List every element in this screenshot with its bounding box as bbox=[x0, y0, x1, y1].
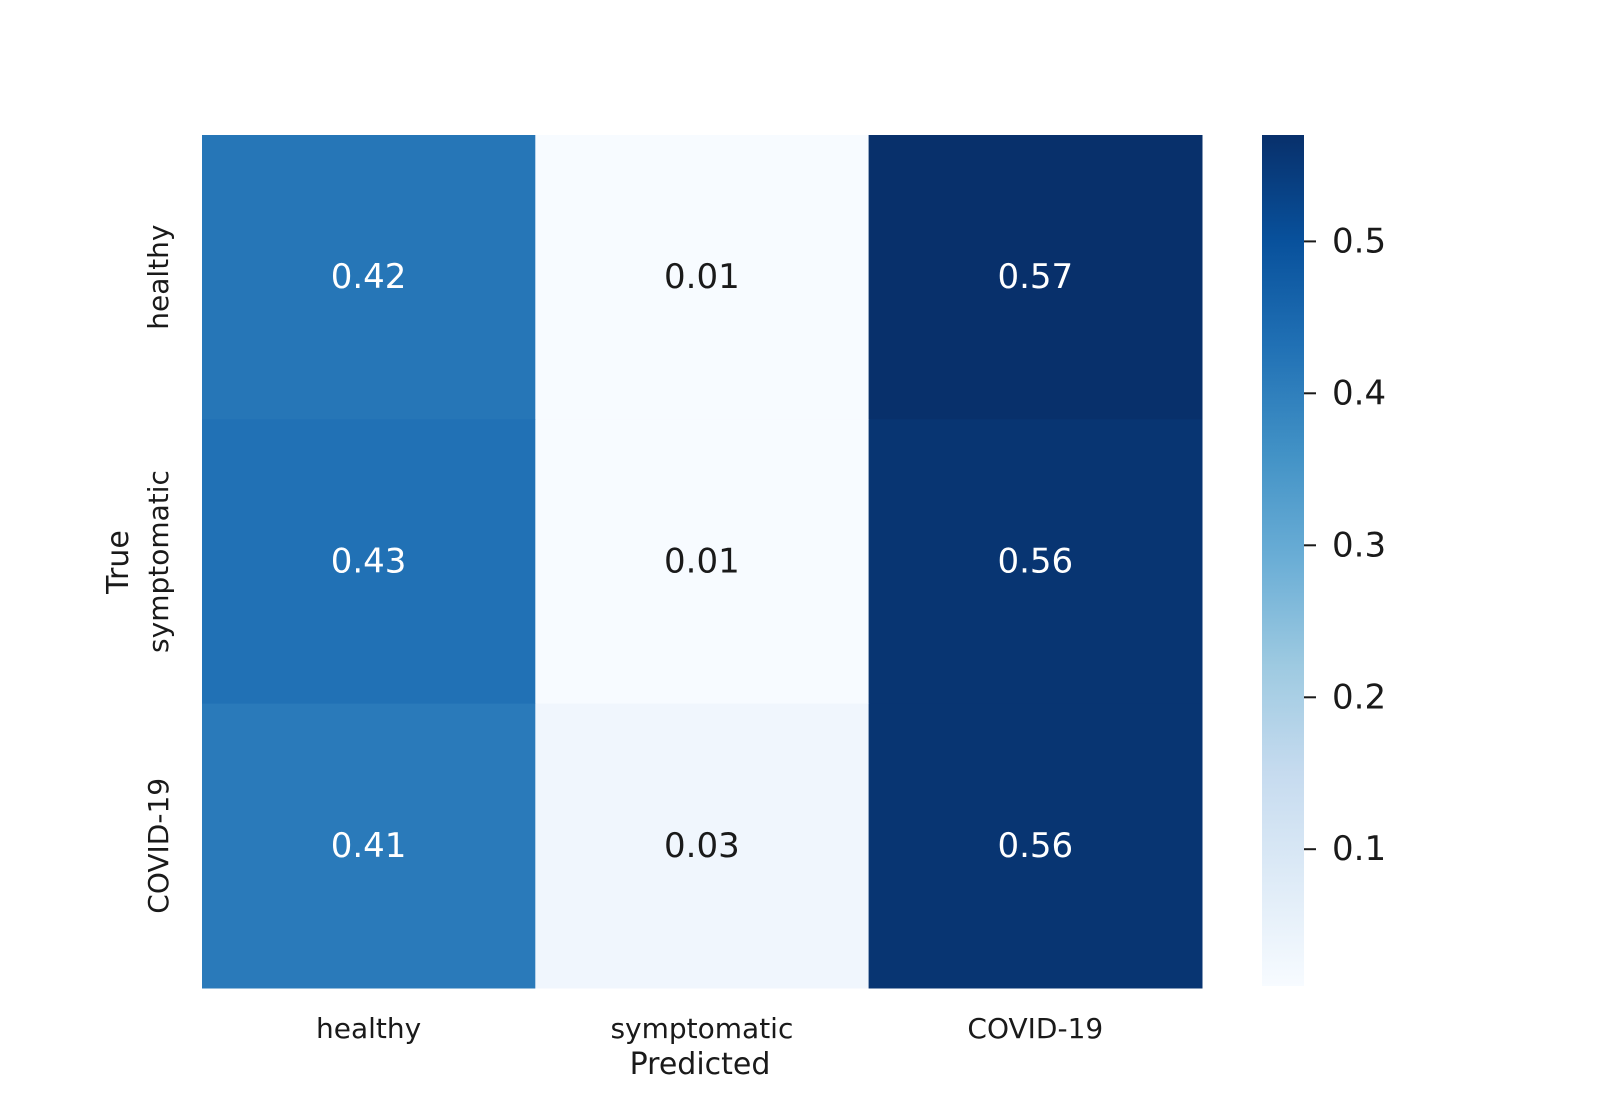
cell-value-label: 0.41 bbox=[331, 826, 407, 866]
cell-value-label: 0.03 bbox=[664, 826, 740, 866]
x-tick-label: symptomatic bbox=[610, 1012, 793, 1045]
x-tick-label: COVID-19 bbox=[967, 1012, 1103, 1045]
y-tick-label: COVID-19 bbox=[142, 778, 175, 914]
x-axis-title: Predicted bbox=[630, 1047, 771, 1082]
heatmap-cell bbox=[535, 135, 870, 420]
y-tick-label: symptomatic bbox=[142, 470, 175, 653]
cell-value-label: 0.42 bbox=[331, 257, 407, 297]
cell-value-label: 0.57 bbox=[997, 257, 1073, 297]
heatmap-cell bbox=[535, 703, 870, 989]
heatmap-cells: 0.42 0.01 0.57 0.43 0.01 0.56 0.41 0.03 0.56 bbox=[202, 135, 1203, 989]
heatmap-cell bbox=[202, 703, 536, 989]
colorbar-tick-label: 0.3 bbox=[1332, 525, 1386, 565]
colorbar-tick-label: 0.5 bbox=[1332, 221, 1386, 261]
y-tick-label: healthy bbox=[142, 224, 175, 329]
colorbar-tick-label: 0.2 bbox=[1332, 677, 1386, 717]
cell-value-label: 0.56 bbox=[997, 542, 1073, 582]
cell-value-label: 0.01 bbox=[664, 542, 740, 582]
colorbar bbox=[1262, 135, 1304, 986]
colorbar-tick-label: 0.4 bbox=[1332, 373, 1386, 413]
colorbar-tick-label: 0.1 bbox=[1332, 829, 1386, 869]
x-tick-label: healthy bbox=[316, 1012, 421, 1045]
heatmap-cell bbox=[868, 703, 1203, 989]
colorbar-ticks: 0.1 0.2 0.3 0.4 0.5 bbox=[1304, 221, 1386, 869]
cell-value-label: 0.56 bbox=[997, 826, 1073, 866]
heatmap-cell bbox=[535, 419, 870, 705]
cell-value-label: 0.43 bbox=[331, 542, 407, 582]
heatmap-cell bbox=[202, 419, 536, 705]
y-tick-labels: healthy symptomatic COVID-19 bbox=[142, 224, 175, 913]
heatmap-cell bbox=[868, 419, 1203, 705]
y-axis-title: True bbox=[101, 530, 136, 595]
heatmap-cell bbox=[868, 135, 1203, 420]
cell-value-label: 0.01 bbox=[664, 257, 740, 297]
x-tick-labels: healthy symptomatic COVID-19 bbox=[316, 1012, 1103, 1045]
heatmap-cell bbox=[202, 135, 536, 420]
